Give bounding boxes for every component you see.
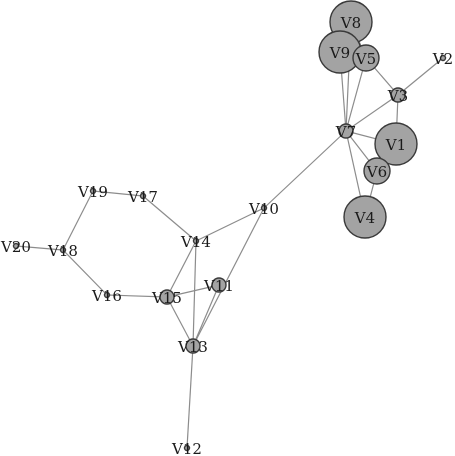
graph-edges — [15, 21, 444, 449]
node-circle[interactable] — [352, 44, 380, 72]
node-circle[interactable] — [59, 246, 67, 254]
node-circle[interactable] — [390, 87, 406, 103]
node-v20[interactable]: V20 — [0, 238, 31, 256]
node-label: V9 — [329, 44, 350, 62]
node-circle[interactable] — [183, 444, 191, 452]
node-label: V8 — [340, 14, 361, 32]
node-circle[interactable] — [363, 157, 391, 185]
node-label: V2 — [432, 50, 453, 68]
node-label: V5 — [355, 50, 376, 68]
node-circle[interactable] — [185, 338, 201, 354]
node-label: V1 — [385, 136, 406, 154]
node-v17[interactable]: V17 — [127, 188, 158, 206]
node-v7[interactable]: V7 — [335, 123, 356, 141]
node-v14[interactable]: V14 — [180, 233, 211, 251]
node-v18[interactable]: V18 — [47, 242, 78, 260]
edge-v15-v11 — [166, 284, 220, 298]
node-v2[interactable]: V2 — [432, 50, 453, 68]
node-label: V18 — [47, 242, 78, 260]
node-label: V15 — [151, 289, 182, 307]
node-v1[interactable]: V1 — [374, 122, 418, 166]
node-label: V20 — [0, 238, 31, 256]
node-circle[interactable] — [139, 192, 147, 200]
edge-v10-v14 — [195, 207, 265, 242]
node-v10[interactable]: V10 — [248, 200, 279, 218]
node-circle[interactable] — [211, 277, 227, 293]
edge-v15-v13 — [166, 296, 194, 347]
node-label: V4 — [354, 209, 375, 227]
edge-v18-v20 — [15, 245, 64, 251]
node-circle[interactable] — [192, 237, 200, 245]
edge-v14-v13 — [192, 240, 197, 347]
edge-v7-v10 — [263, 130, 347, 209]
node-circle[interactable] — [439, 54, 447, 62]
node-v9[interactable]: V9 — [318, 30, 362, 74]
node-circle[interactable] — [12, 242, 20, 250]
node-label: V11 — [203, 277, 234, 295]
edge-v7-v3 — [345, 94, 399, 132]
edge-v10-v13 — [192, 207, 265, 347]
node-v6[interactable]: V6 — [363, 157, 391, 185]
node-circle[interactable] — [343, 195, 387, 239]
edge-v14-v17 — [142, 195, 197, 242]
edge-v19-v18 — [62, 190, 94, 251]
node-v4[interactable]: V4 — [343, 195, 387, 239]
node-circle[interactable] — [374, 122, 418, 166]
node-label: V17 — [127, 188, 158, 206]
edge-v11-v13 — [192, 284, 220, 347]
node-label: V14 — [180, 233, 211, 251]
edge-v16-v15 — [106, 294, 168, 298]
node-label: V10 — [248, 200, 279, 218]
edge-v17-v19 — [92, 190, 144, 197]
node-v11[interactable]: V11 — [203, 277, 234, 295]
node-v19[interactable]: V19 — [77, 183, 108, 201]
node-label: V13 — [177, 338, 208, 356]
node-circle[interactable] — [159, 289, 175, 305]
node-label: V19 — [77, 183, 108, 201]
edge-v13-v12 — [186, 345, 194, 449]
node-v12[interactable]: V12 — [171, 440, 202, 456]
node-circle[interactable] — [89, 187, 97, 195]
node-v3[interactable]: V3 — [387, 87, 408, 105]
node-label: V3 — [387, 87, 408, 105]
node-circle[interactable] — [260, 204, 268, 212]
node-circle[interactable] — [338, 123, 354, 139]
node-v15[interactable]: V15 — [151, 289, 182, 307]
node-v16[interactable]: V16 — [91, 287, 122, 305]
node-v13[interactable]: V13 — [177, 338, 208, 356]
node-label: V16 — [91, 287, 122, 305]
node-circle[interactable] — [103, 291, 111, 299]
node-label: V7 — [335, 123, 356, 141]
edge-v14-v15 — [166, 240, 197, 298]
node-label: V6 — [366, 163, 387, 181]
edge-v3-v2 — [397, 57, 444, 96]
node-v5[interactable]: V5 — [352, 44, 380, 72]
edge-v18-v16 — [62, 249, 108, 296]
node-label: V12 — [171, 440, 202, 456]
